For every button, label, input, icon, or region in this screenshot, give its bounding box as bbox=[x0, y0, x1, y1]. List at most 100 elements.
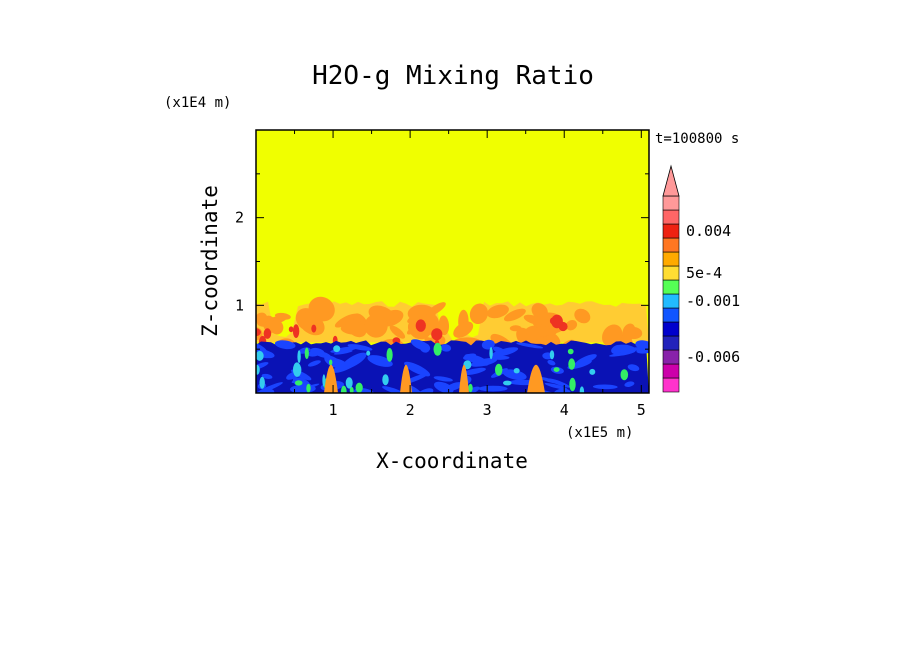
cyan-patch bbox=[549, 350, 555, 360]
orange-patch bbox=[389, 325, 406, 339]
cyan-patch bbox=[259, 376, 265, 389]
cyan-patch bbox=[503, 380, 512, 386]
colorbar-segment bbox=[662, 195, 680, 211]
cyan-patch bbox=[349, 386, 354, 393]
blue-patch bbox=[414, 388, 434, 393]
orange-patch bbox=[407, 312, 423, 324]
red-patch bbox=[431, 328, 443, 341]
y-axis-label: Z-coordinate bbox=[198, 185, 222, 337]
cyan-patch bbox=[489, 347, 493, 360]
blue-patch bbox=[614, 344, 636, 354]
colorbar-segment bbox=[662, 265, 680, 281]
orange-patch bbox=[537, 326, 565, 337]
cyan-patch bbox=[256, 350, 264, 361]
blue-patch bbox=[410, 339, 431, 351]
x-tick-label: 5 bbox=[637, 401, 646, 419]
boundary-layer bbox=[256, 339, 649, 393]
blue-patch bbox=[547, 359, 556, 366]
orange-patch bbox=[509, 325, 522, 332]
cyan-patch bbox=[553, 367, 560, 372]
blue-patch bbox=[461, 367, 486, 376]
x-tick-label: 1 bbox=[329, 401, 338, 419]
cyan-patch bbox=[322, 374, 326, 387]
blue-patch bbox=[261, 373, 273, 379]
cyan-patch bbox=[256, 364, 260, 375]
colorbar-segment bbox=[662, 307, 680, 323]
orange-patch bbox=[256, 312, 268, 325]
colorbar-segment bbox=[662, 279, 680, 295]
cyan-patch bbox=[567, 348, 574, 355]
red-patch bbox=[311, 324, 317, 333]
colorbar-label: 5e-4 bbox=[686, 264, 722, 282]
orange-patch bbox=[574, 308, 591, 324]
orange-patch bbox=[426, 302, 446, 317]
cyan-patch bbox=[297, 350, 301, 363]
orange-patch bbox=[469, 303, 488, 325]
blue-patch bbox=[347, 344, 373, 351]
plume bbox=[459, 364, 469, 393]
red-patch bbox=[256, 328, 261, 337]
red-patch bbox=[392, 337, 401, 345]
orange-patch bbox=[453, 321, 474, 338]
blue-patch bbox=[274, 340, 296, 350]
time-label: t=100800 s bbox=[655, 131, 739, 147]
plume bbox=[400, 364, 412, 393]
blue-patch bbox=[310, 347, 325, 356]
blue-patch bbox=[516, 342, 544, 349]
colorbar-label: -0.006 bbox=[686, 348, 740, 366]
cyan-patch bbox=[294, 380, 303, 386]
blue-patch bbox=[307, 360, 321, 367]
blue-patch bbox=[433, 376, 453, 382]
blue-patch bbox=[544, 382, 568, 390]
blue-patch bbox=[261, 389, 275, 393]
cyan-patch bbox=[468, 383, 473, 393]
cyan-patch bbox=[579, 386, 585, 393]
cyan-patch bbox=[333, 345, 341, 353]
colorbar-segment bbox=[662, 251, 680, 267]
cyan-patch bbox=[366, 350, 371, 356]
cyan-patch bbox=[304, 347, 309, 360]
colorbar-segment bbox=[662, 209, 680, 225]
colorbar-label: -0.001 bbox=[686, 292, 740, 310]
orange-patch bbox=[364, 314, 388, 338]
blue-patch bbox=[491, 355, 510, 360]
blue-patch bbox=[592, 384, 618, 390]
cyan-patch bbox=[345, 377, 353, 389]
blue-patch bbox=[256, 382, 283, 393]
orange-patch bbox=[270, 319, 284, 335]
colorbar-label: 0.004 bbox=[686, 222, 731, 240]
cyan-patch bbox=[386, 348, 393, 362]
orange-patch bbox=[503, 308, 526, 322]
cyan-patch bbox=[589, 368, 596, 375]
cyan-patch bbox=[293, 362, 301, 377]
blue-patch bbox=[404, 361, 431, 377]
cyan-patch bbox=[329, 359, 333, 366]
chart-title: H2O-g Mixing Ratio bbox=[312, 61, 594, 91]
red-patch bbox=[288, 326, 294, 333]
orange-patch bbox=[384, 314, 399, 323]
orange-patch bbox=[602, 324, 623, 347]
cyan-patch bbox=[382, 374, 389, 386]
x-axis-label: X-coordinate bbox=[376, 449, 528, 473]
blue-patch bbox=[478, 385, 508, 392]
colorbar-segment bbox=[662, 237, 680, 253]
orange-patch bbox=[486, 304, 509, 319]
red-patch bbox=[263, 328, 272, 339]
red-patch bbox=[551, 314, 563, 329]
blue-patch bbox=[548, 378, 571, 388]
colorbar-segment bbox=[662, 349, 680, 365]
blue-patch bbox=[367, 355, 393, 367]
blue-patch bbox=[627, 364, 640, 372]
plume bbox=[527, 364, 545, 393]
blue-patch bbox=[495, 349, 504, 355]
y-unit-label: (x1E4 m) bbox=[164, 95, 231, 111]
y-tick-label: 1 bbox=[235, 296, 244, 314]
orange-patch bbox=[565, 320, 578, 331]
orange-patch bbox=[438, 315, 450, 336]
plot-area bbox=[256, 130, 649, 393]
blue-patch bbox=[624, 381, 635, 387]
orange-patch bbox=[274, 312, 291, 320]
blue-patch bbox=[470, 357, 498, 367]
cyan-patch bbox=[340, 385, 347, 393]
